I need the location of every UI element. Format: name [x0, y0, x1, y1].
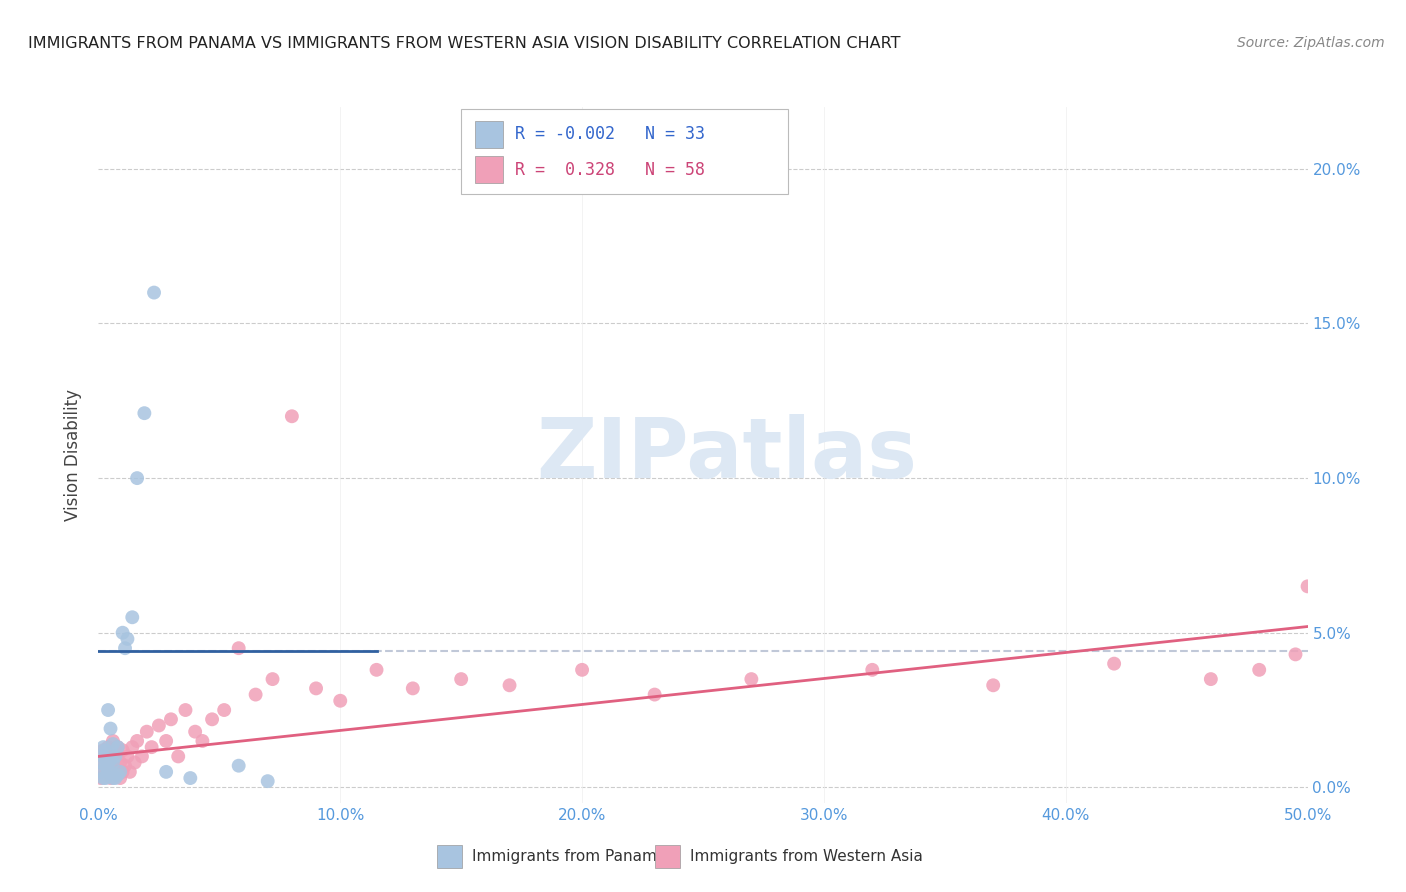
Point	[160, 712, 183, 726]
Point	[91, 764, 114, 779]
Point	[97, 762, 120, 776]
Point	[450, 672, 472, 686]
Point	[402, 681, 425, 696]
Text: Immigrants from Western Asia: Immigrants from Western Asia	[690, 849, 922, 863]
Point	[1284, 648, 1306, 662]
Point	[155, 734, 177, 748]
Point	[498, 678, 520, 692]
Point	[111, 625, 134, 640]
Point	[101, 758, 124, 772]
Point	[94, 771, 117, 785]
Y-axis label: Vision Disability: Vision Disability	[65, 389, 83, 521]
Point	[97, 764, 120, 779]
Point	[90, 756, 112, 770]
Point	[101, 734, 124, 748]
Point	[1296, 579, 1319, 593]
Text: R =  0.328   N = 58: R = 0.328 N = 58	[515, 161, 704, 178]
Point	[228, 758, 250, 772]
Point	[91, 740, 114, 755]
Point	[100, 771, 122, 785]
Point	[100, 749, 122, 764]
Point	[94, 768, 117, 782]
Point	[228, 641, 250, 656]
Point	[124, 756, 146, 770]
Point	[104, 768, 127, 782]
Point	[134, 406, 156, 420]
Point	[644, 688, 666, 702]
Point	[108, 764, 131, 779]
Point	[118, 764, 141, 779]
Point	[97, 703, 120, 717]
Point	[141, 740, 163, 755]
Point	[101, 756, 124, 770]
Point	[860, 663, 883, 677]
Point	[127, 471, 149, 485]
Point	[117, 749, 139, 764]
Point	[101, 737, 124, 751]
Point	[305, 681, 328, 696]
Point	[256, 774, 278, 789]
Point	[366, 663, 388, 677]
Point	[104, 749, 127, 764]
Point	[91, 771, 114, 785]
Point	[740, 672, 762, 686]
Point	[155, 764, 177, 779]
Point	[143, 285, 166, 300]
Point	[108, 756, 131, 770]
Point	[97, 740, 120, 755]
Text: R = -0.002   N = 33: R = -0.002 N = 33	[515, 125, 704, 144]
Point	[1249, 663, 1271, 677]
Point	[91, 743, 114, 757]
Text: IMMIGRANTS FROM PANAMA VS IMMIGRANTS FROM WESTERN ASIA VISION DISABILITY CORRELA: IMMIGRANTS FROM PANAMA VS IMMIGRANTS FRO…	[28, 36, 901, 51]
Point	[201, 712, 224, 726]
Point	[90, 764, 112, 779]
Point	[184, 724, 207, 739]
Point	[1199, 672, 1222, 686]
Point	[135, 724, 157, 739]
Point	[104, 771, 127, 785]
Point	[91, 749, 114, 764]
Point	[148, 718, 170, 732]
Point	[97, 756, 120, 770]
Point	[131, 749, 153, 764]
Point	[108, 771, 131, 785]
Point	[111, 764, 134, 779]
Point	[100, 722, 122, 736]
Point	[111, 743, 134, 757]
Text: Source: ZipAtlas.com: Source: ZipAtlas.com	[1237, 36, 1385, 50]
Point	[114, 641, 136, 656]
Point	[174, 703, 197, 717]
Point	[101, 771, 124, 785]
Point	[329, 694, 352, 708]
Point	[281, 409, 304, 424]
Point	[90, 756, 112, 770]
Point	[94, 743, 117, 757]
Point	[179, 771, 201, 785]
Point	[571, 663, 593, 677]
Point	[107, 740, 129, 755]
Point	[100, 764, 122, 779]
Point	[107, 768, 129, 782]
Point	[167, 749, 190, 764]
Point	[104, 749, 127, 764]
Point	[107, 740, 129, 755]
Point	[121, 740, 143, 755]
Point	[107, 764, 129, 779]
Point	[262, 672, 284, 686]
Point	[94, 758, 117, 772]
Text: Immigrants from Panama: Immigrants from Panama	[472, 849, 666, 863]
Point	[1102, 657, 1125, 671]
Point	[117, 632, 139, 646]
Point	[121, 610, 143, 624]
Point	[212, 703, 235, 717]
Point	[127, 734, 149, 748]
Point	[100, 752, 122, 766]
Text: ZIPatlas: ZIPatlas	[537, 415, 918, 495]
Point	[114, 758, 136, 772]
Point	[90, 771, 112, 785]
Point	[191, 734, 214, 748]
Point	[94, 752, 117, 766]
Point	[245, 688, 267, 702]
Point	[981, 678, 1004, 692]
